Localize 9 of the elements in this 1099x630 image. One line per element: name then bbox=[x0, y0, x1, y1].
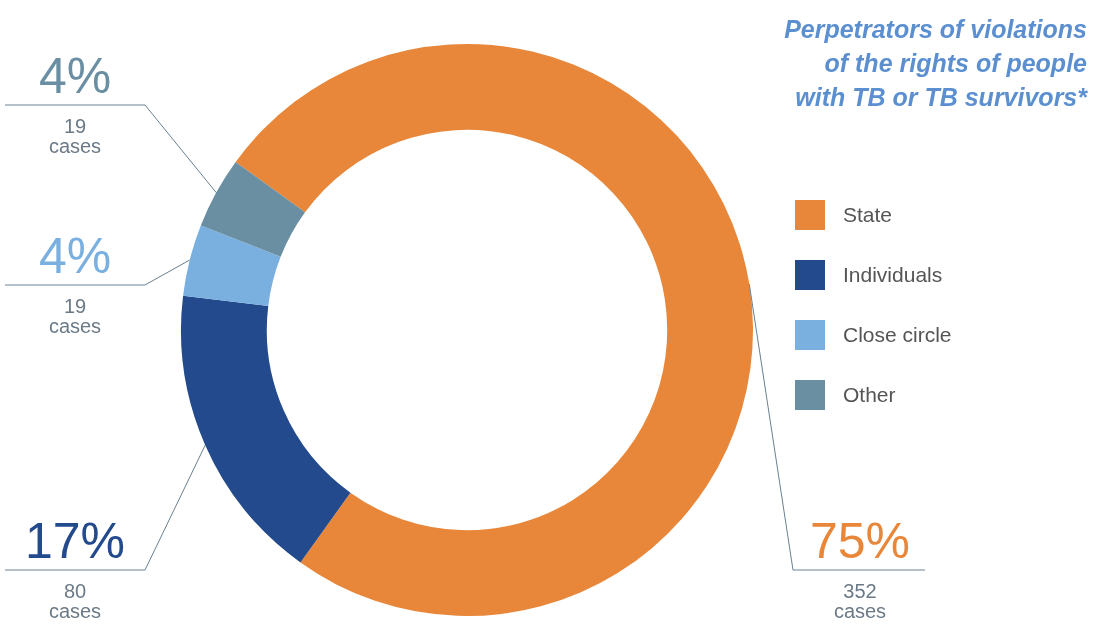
data-label: 4% 19 cases bbox=[38, 48, 112, 157]
legend-label: Individuals bbox=[843, 263, 943, 287]
data-label: 17% 80 cases bbox=[24, 513, 126, 622]
legend-label: Other bbox=[843, 383, 896, 407]
data-label: 4% 19 cases bbox=[38, 228, 112, 337]
legend-label: Close circle bbox=[843, 323, 952, 347]
data-label: 75% 352 cases bbox=[809, 513, 911, 622]
chart-title: Perpetrators of violations of the rights of people with TB or TB survivors* bbox=[783, 14, 1087, 113]
legend-label: State bbox=[843, 203, 893, 227]
